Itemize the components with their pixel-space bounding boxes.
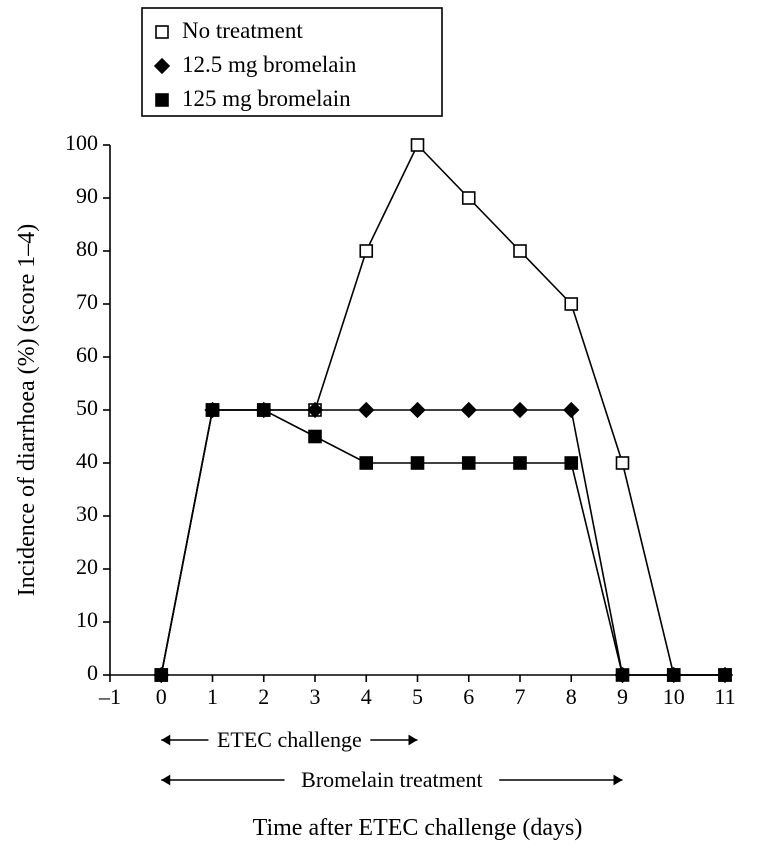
svg-text:2: 2 xyxy=(258,684,269,709)
svg-text:4: 4 xyxy=(361,684,372,709)
svg-text:60: 60 xyxy=(76,342,98,367)
svg-text:Time after ETEC challenge (day: Time after ETEC challenge (days) xyxy=(253,815,583,841)
svg-text:40: 40 xyxy=(76,448,98,473)
svg-text:5: 5 xyxy=(412,684,423,709)
svg-text:50: 50 xyxy=(76,395,98,420)
svg-text:1: 1 xyxy=(207,684,218,709)
chart-container: 0102030405060708090100–101234567891011No… xyxy=(0,0,762,853)
svg-text:20: 20 xyxy=(76,554,98,579)
svg-text:10: 10 xyxy=(663,684,685,709)
svg-text:–1: –1 xyxy=(98,684,121,709)
svg-text:0: 0 xyxy=(156,684,167,709)
svg-text:80: 80 xyxy=(76,236,98,261)
svg-text:ETEC challenge: ETEC challenge xyxy=(217,727,362,752)
svg-text:No treatment: No treatment xyxy=(182,18,303,43)
svg-text:0: 0 xyxy=(87,660,98,685)
svg-text:90: 90 xyxy=(76,183,98,208)
svg-text:9: 9 xyxy=(617,684,628,709)
svg-text:12.5 mg bromelain: 12.5 mg bromelain xyxy=(182,52,357,77)
svg-text:100: 100 xyxy=(65,130,98,155)
svg-text:Incidence of diarrhoea (%) (sc: Incidence of diarrhoea (%) (score 1–4) xyxy=(14,224,40,596)
line-chart: 0102030405060708090100–101234567891011No… xyxy=(0,0,762,853)
svg-text:125 mg bromelain: 125 mg bromelain xyxy=(182,86,351,111)
svg-text:30: 30 xyxy=(76,501,98,526)
svg-text:7: 7 xyxy=(515,684,526,709)
svg-text:3: 3 xyxy=(310,684,321,709)
svg-text:11: 11 xyxy=(714,684,735,709)
svg-text:6: 6 xyxy=(463,684,474,709)
svg-text:Bromelain treatment: Bromelain treatment xyxy=(301,767,482,792)
svg-text:70: 70 xyxy=(76,289,98,314)
svg-text:10: 10 xyxy=(76,607,98,632)
svg-text:8: 8 xyxy=(566,684,577,709)
